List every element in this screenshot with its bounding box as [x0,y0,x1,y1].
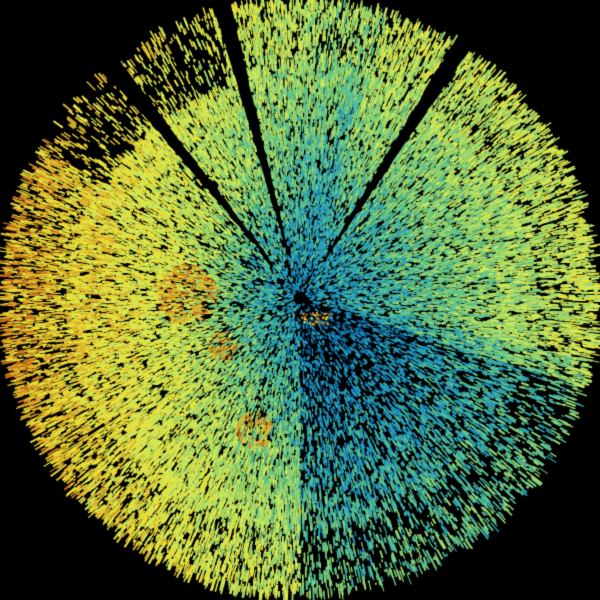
radar-sweep-image [0,0,600,600]
